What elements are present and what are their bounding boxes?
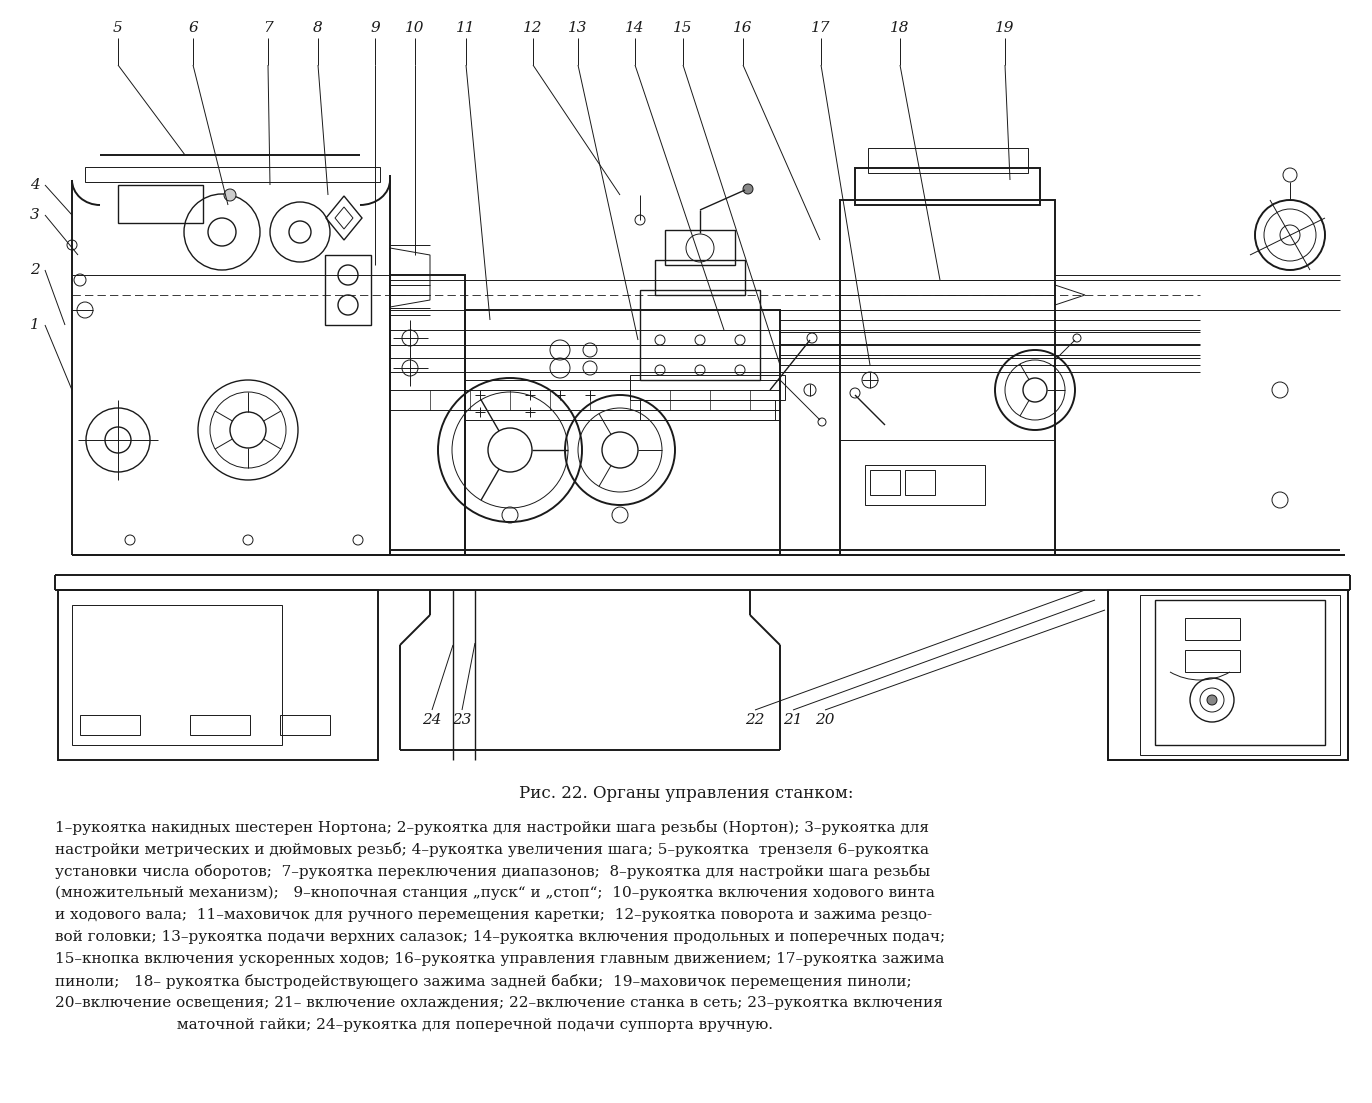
Bar	[325, 255, 370, 325]
Text: 12: 12	[523, 21, 543, 35]
Bar	[390, 275, 465, 555]
Bar	[654, 260, 745, 295]
Bar	[58, 590, 379, 760]
Text: 14: 14	[626, 21, 645, 35]
Text: 16: 16	[733, 21, 753, 35]
Text: 24: 24	[423, 713, 442, 727]
Text: 8: 8	[313, 21, 322, 35]
Bar	[465, 310, 781, 555]
Bar	[1109, 590, 1349, 760]
Text: 19: 19	[995, 21, 1015, 35]
Text: установки числа оборотов;  7–рукоятка переключения диапазонов;  8–рукоятка для н: установки числа оборотов; 7–рукоятка пер…	[55, 864, 930, 879]
Bar	[639, 400, 775, 420]
Text: 2: 2	[30, 263, 40, 277]
Text: 4: 4	[30, 178, 40, 192]
Circle shape	[224, 189, 236, 201]
Text: 15–кнопка включения ускоренных ходов; 16–рукоятка управления главным движением; : 15–кнопка включения ускоренных ходов; 16…	[55, 952, 944, 966]
Text: 3: 3	[30, 208, 40, 222]
Text: 11: 11	[457, 21, 476, 35]
Bar	[870, 470, 900, 495]
Text: 20–включение освещения; 21– включение охлаждения; 22–включение станка в сеть; 23: 20–включение освещения; 21– включение ох…	[55, 996, 943, 1010]
Bar	[840, 200, 1055, 555]
Text: пиноли;   18– рукоятка быстродействующего зажима задней бабки;  19–маховичок пер: пиноли; 18– рукоятка быстродействующего …	[55, 974, 911, 989]
Bar	[1185, 618, 1240, 640]
Bar	[189, 715, 250, 735]
Text: и ходового вала;  11–маховичок для ручного перемещения каретки;  12–рукоятка пов: и ходового вала; 11–маховичок для ручног…	[55, 908, 932, 922]
Text: 9: 9	[370, 21, 380, 35]
Text: настройки метрических и дюймовых резьб; 4–рукоятка увеличения шага; 5–рукоятка  : настройки метрических и дюймовых резьб; …	[55, 842, 929, 857]
Text: маточной гайки; 24–рукоятка для поперечной подачи суппорта вручную.: маточной гайки; 24–рукоятка для поперечн…	[55, 1018, 772, 1032]
Bar	[71, 606, 283, 745]
Bar	[864, 465, 985, 505]
Bar	[1155, 600, 1325, 745]
Text: (множительный механизм);   9–кнопочная станция „пуск“ и „стоп“;  10–рукоятка вкл: (множительный механизм); 9–кнопочная ста…	[55, 886, 934, 900]
Bar	[1185, 650, 1240, 672]
Text: 6: 6	[188, 21, 198, 35]
Text: 23: 23	[453, 713, 472, 727]
Text: 18: 18	[890, 21, 910, 35]
Text: 7: 7	[263, 21, 273, 35]
Text: 22: 22	[745, 713, 764, 727]
Text: вой головки; 13–рукоятка подачи верхних салазок; 14–рукоятка включения продольны: вой головки; 13–рукоятка подачи верхних …	[55, 930, 945, 944]
Bar	[665, 231, 735, 265]
Text: 15: 15	[674, 21, 693, 35]
Text: 21: 21	[783, 713, 803, 727]
Bar	[906, 470, 934, 495]
Bar	[1140, 595, 1340, 754]
Text: Рис. 22. Органы управления станком:: Рис. 22. Органы управления станком:	[519, 784, 853, 802]
Bar	[639, 290, 760, 381]
Bar	[630, 375, 785, 400]
Text: 17: 17	[811, 21, 831, 35]
Bar	[840, 440, 1055, 555]
Bar	[280, 715, 331, 735]
Text: 20: 20	[815, 713, 834, 727]
Bar	[855, 168, 1040, 205]
Text: 13: 13	[568, 21, 587, 35]
Circle shape	[1207, 695, 1217, 705]
Text: 10: 10	[405, 21, 425, 35]
Bar	[85, 167, 380, 182]
Text: 5: 5	[113, 21, 123, 35]
Text: 1–рукоятка накидных шестерен Нортона; 2–рукоятка для настройки шага резьбы (Норт: 1–рукоятка накидных шестерен Нортона; 2–…	[55, 820, 929, 835]
Text: 1: 1	[30, 318, 40, 332]
Bar	[868, 148, 1028, 173]
Bar	[80, 715, 140, 735]
Bar	[118, 185, 203, 223]
Circle shape	[744, 184, 753, 194]
